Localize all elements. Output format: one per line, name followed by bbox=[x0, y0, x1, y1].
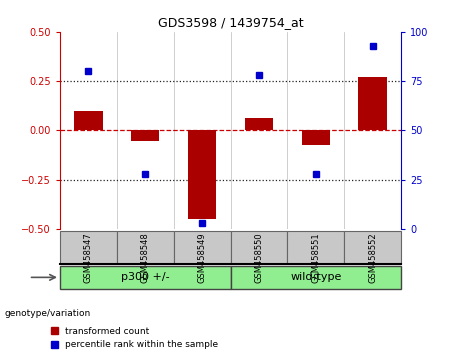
Bar bbox=[344, 230, 401, 264]
Bar bbox=[188, 130, 216, 219]
Bar bbox=[301, 130, 330, 145]
Text: wild-type: wild-type bbox=[290, 272, 342, 282]
Text: genotype/variation: genotype/variation bbox=[5, 309, 91, 318]
Bar bbox=[117, 230, 174, 264]
Bar bbox=[287, 230, 344, 264]
Bar bbox=[358, 77, 387, 130]
Bar bbox=[174, 230, 230, 264]
Title: GDS3598 / 1439754_at: GDS3598 / 1439754_at bbox=[158, 16, 303, 29]
Bar bbox=[131, 130, 160, 141]
Text: GSM458547: GSM458547 bbox=[84, 232, 93, 283]
Text: GSM458552: GSM458552 bbox=[368, 232, 377, 283]
Bar bbox=[60, 230, 117, 264]
Text: GSM458550: GSM458550 bbox=[254, 232, 263, 283]
Bar bbox=[230, 230, 287, 264]
Text: GSM458549: GSM458549 bbox=[198, 232, 207, 283]
Legend: transformed count, percentile rank within the sample: transformed count, percentile rank withi… bbox=[51, 327, 218, 349]
Text: GSM458548: GSM458548 bbox=[141, 232, 150, 283]
Bar bbox=[245, 118, 273, 130]
Bar bbox=[60, 266, 230, 289]
Bar bbox=[230, 266, 401, 289]
Text: p300 +/-: p300 +/- bbox=[121, 272, 170, 282]
Bar bbox=[74, 110, 102, 130]
Text: GSM458551: GSM458551 bbox=[311, 232, 320, 283]
